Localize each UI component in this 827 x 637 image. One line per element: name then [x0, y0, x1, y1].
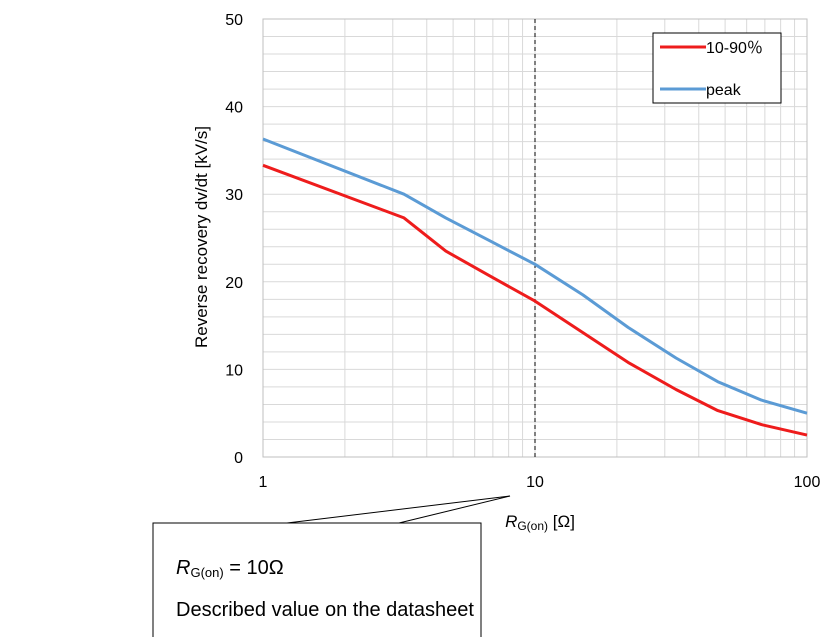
callout-line-description: Described value on the datasheet	[176, 599, 474, 621]
callout-subscript: G(on)	[190, 565, 224, 580]
callout-pointer-right	[398, 495, 511, 524]
y-tick-label: 20	[225, 275, 243, 292]
callout-value: = 10Ω	[223, 557, 284, 579]
series-group	[262, 137, 808, 437]
x-axis-label-subscript: G(on)	[517, 519, 548, 533]
legend-box	[652, 32, 782, 104]
legend: 10-90％ peak	[652, 32, 782, 104]
x-axis-label-symbol: R	[505, 512, 517, 531]
callout-symbol: R	[176, 557, 191, 579]
x-axis-label-unit: [Ω]	[553, 512, 575, 531]
callout-box	[152, 522, 482, 637]
callout	[152, 495, 511, 637]
series-line-peak	[262, 137, 808, 415]
callout-line-rg-value: RG(on) = 10Ω	[176, 558, 284, 579]
legend-label-peak: peak	[706, 82, 742, 99]
y-tick-label: 40	[225, 100, 243, 117]
y-tick-labels: 0 10 20 30 40 50	[225, 12, 243, 467]
x-tick-labels: 1 10 100	[259, 474, 821, 491]
y-axis-label: Reverse recovery dv/dt [kV/s]	[192, 126, 211, 348]
legend-label-10-90: 10-90％	[706, 40, 763, 57]
y-tick-label: 0	[234, 450, 243, 467]
x-tick-label: 10	[526, 474, 544, 491]
y-tick-label: 10	[225, 362, 243, 379]
x-tick-label: 100	[794, 474, 821, 491]
series-line-10-90	[262, 163, 808, 437]
x-axis-label: RG(on) [Ω]	[505, 512, 575, 533]
y-tick-label: 30	[225, 187, 243, 204]
x-tick-label: 1	[259, 474, 268, 491]
y-tick-label: 50	[225, 12, 243, 29]
callout-pointer-left	[286, 495, 511, 524]
